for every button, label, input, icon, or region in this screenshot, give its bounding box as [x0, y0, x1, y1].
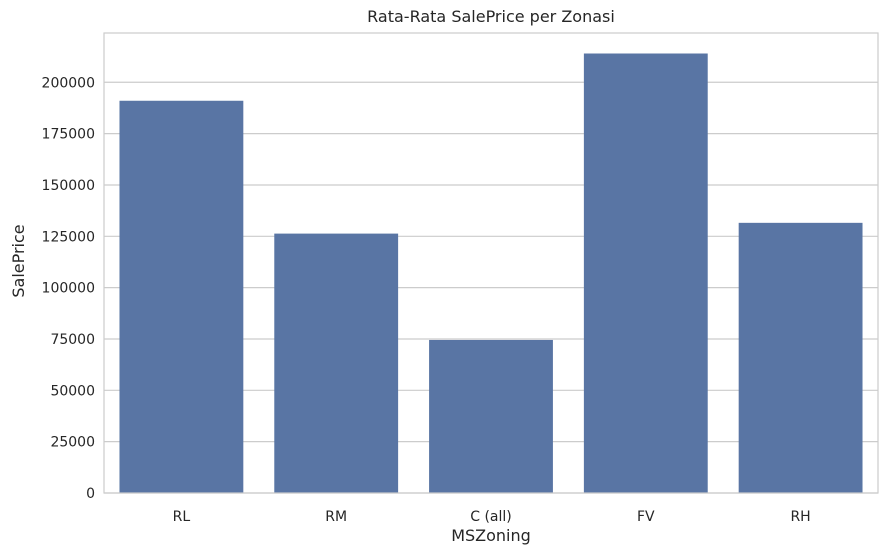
x-tick-labels: RL RM C (all) FV RH	[173, 509, 811, 525]
x-axis-title: MSZoning	[451, 526, 531, 545]
chart-title: Rata-Rata SalePrice per Zonasi	[367, 7, 615, 26]
y-tick-label: 50000	[50, 383, 95, 399]
bar-rh	[738, 222, 863, 493]
y-tick-label: 125000	[42, 229, 95, 245]
x-tick-label: RM	[325, 509, 347, 525]
y-tick-label: 200000	[42, 75, 95, 91]
x-tick-label: FV	[637, 509, 655, 525]
y-tick-label: 100000	[42, 281, 95, 297]
plot-frame	[103, 32, 879, 494]
x-tick-label: C (all)	[470, 509, 512, 525]
bar-rl	[119, 100, 244, 493]
bar-c-all	[429, 339, 553, 493]
bar-layer	[119, 53, 863, 494]
y-tick-labels: 0 25000 50000 75000 100000 125000 150000 175000…	[42, 75, 95, 502]
y-axis-title: SalePrice	[9, 224, 28, 297]
y-tick-label: 0	[86, 486, 95, 502]
bar-rm	[274, 233, 399, 494]
y-tick-label: 75000	[50, 332, 95, 348]
x-tick-label: RL	[173, 509, 191, 525]
y-tick-label: 25000	[50, 435, 95, 451]
x-tick-label: RH	[790, 509, 810, 525]
y-tick-label: 150000	[42, 178, 95, 194]
bar-fv	[583, 53, 708, 494]
y-tick-label: 175000	[42, 127, 95, 143]
